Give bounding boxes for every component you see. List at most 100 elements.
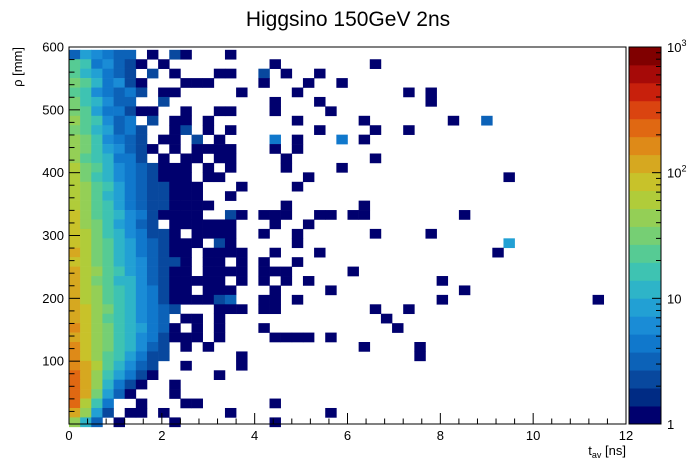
heatmap-cell [124,228,137,239]
heatmap-cell [113,134,125,145]
heatmap-cell [224,125,237,135]
heatmap-cell [69,247,81,258]
color-scale-segment [629,244,661,263]
heatmap-cell [102,125,114,135]
heatmap-cell [236,257,248,267]
heatmap-cell [302,219,315,230]
heatmap-cell [135,219,148,230]
heatmap-cell [392,323,404,333]
heatmap-cell [124,181,137,192]
heatmap-cell [213,228,226,239]
heatmap-cell [169,68,181,79]
heatmap-cell [269,59,281,69]
heatmap-cell [180,191,192,201]
heatmap-cell [169,144,181,154]
heatmap-cell [69,417,81,428]
y-axis-label: ρ [mm] [10,47,25,87]
heatmap-cell [69,389,81,399]
heatmap-cell [169,162,181,173]
color-scale-segment [629,406,661,425]
heatmap-cell [102,370,114,380]
heatmap-cell [180,398,192,409]
heatmap-cell [91,342,103,352]
color-scale-segment [629,64,661,84]
heatmap-cell [113,342,125,352]
heatmap-cell [80,417,92,428]
heatmap-cell [158,407,170,418]
heatmap-cell [202,115,215,126]
y-tick-label: 500 [42,102,64,117]
heatmap-cell [124,285,137,296]
heatmap-cell [80,266,92,277]
heatmap-cell [202,342,215,352]
x-axis-label-main: t [588,443,592,458]
color-scale-segment [629,262,661,281]
heatmap-cell [80,191,92,201]
heatmap-cell [180,266,192,277]
heatmap-cell [135,351,148,362]
heatmap-cell [269,417,281,428]
heatmap-cell [80,247,92,258]
heatmap-cell [113,87,125,98]
heatmap-cell [224,304,237,315]
heatmap-cell [135,191,148,201]
heatmap-cell [146,266,159,277]
heatmap-cell [146,304,159,315]
heatmap-cell [91,370,103,380]
heatmap-cell [169,49,181,60]
heatmap-cell [80,323,92,333]
heatmap-cell [258,78,270,88]
heatmap-cell [124,389,137,399]
color-tick-label: 102 [667,164,686,181]
heatmap-cell [158,87,170,98]
color-scale-segment [629,136,661,156]
heatmap-cell [124,210,137,220]
heatmap-cell [325,332,337,343]
heatmap-cell [113,200,125,211]
heatmap-cell [113,351,125,362]
heatmap-cell [91,181,103,192]
heatmap-cell [135,304,148,315]
heatmap-cell [202,144,215,154]
heatmap-cell [135,134,148,145]
heatmap-cell [80,304,92,315]
heatmap-cell [158,304,170,315]
heatmap-cell [91,87,103,98]
heatmap-cell [135,87,148,98]
heatmap-cell [102,68,114,79]
heatmap-cell [191,323,203,333]
heatmap-cell [191,332,203,343]
x-tick-label: 6 [344,428,351,443]
heatmap-cell [91,304,103,315]
heatmap-cell [80,294,92,305]
heatmap-cell [403,87,415,98]
color-scale-segment [629,316,661,335]
heatmap-cell [291,144,304,154]
heatmap-cell [592,294,605,305]
heatmap-cell [291,115,304,126]
color-scale-segment [629,352,661,371]
heatmap-cell [69,323,81,333]
heatmap-cell [169,200,181,211]
heatmap-cell [80,228,92,239]
heatmap-cell [91,106,103,117]
heatmap-cell [102,323,114,333]
heatmap-cell [69,78,81,88]
heatmap-cell [169,115,181,126]
heatmap-cell [169,134,181,145]
heatmap-cell [102,313,114,324]
heatmap-cell [69,257,81,267]
heatmap-cell [213,106,226,117]
heatmap-cell [224,68,237,79]
heatmap-cell [236,181,248,192]
heatmap-cell [113,257,125,267]
heatmap-cell [91,247,103,258]
heatmap-cell [124,360,137,371]
heatmap-cell [213,153,226,164]
heatmap-cell [146,360,159,371]
heatmap-cell [158,228,170,239]
heatmap-cell [80,115,92,126]
heatmap-cell [224,238,237,249]
heatmap-cell [135,247,148,258]
